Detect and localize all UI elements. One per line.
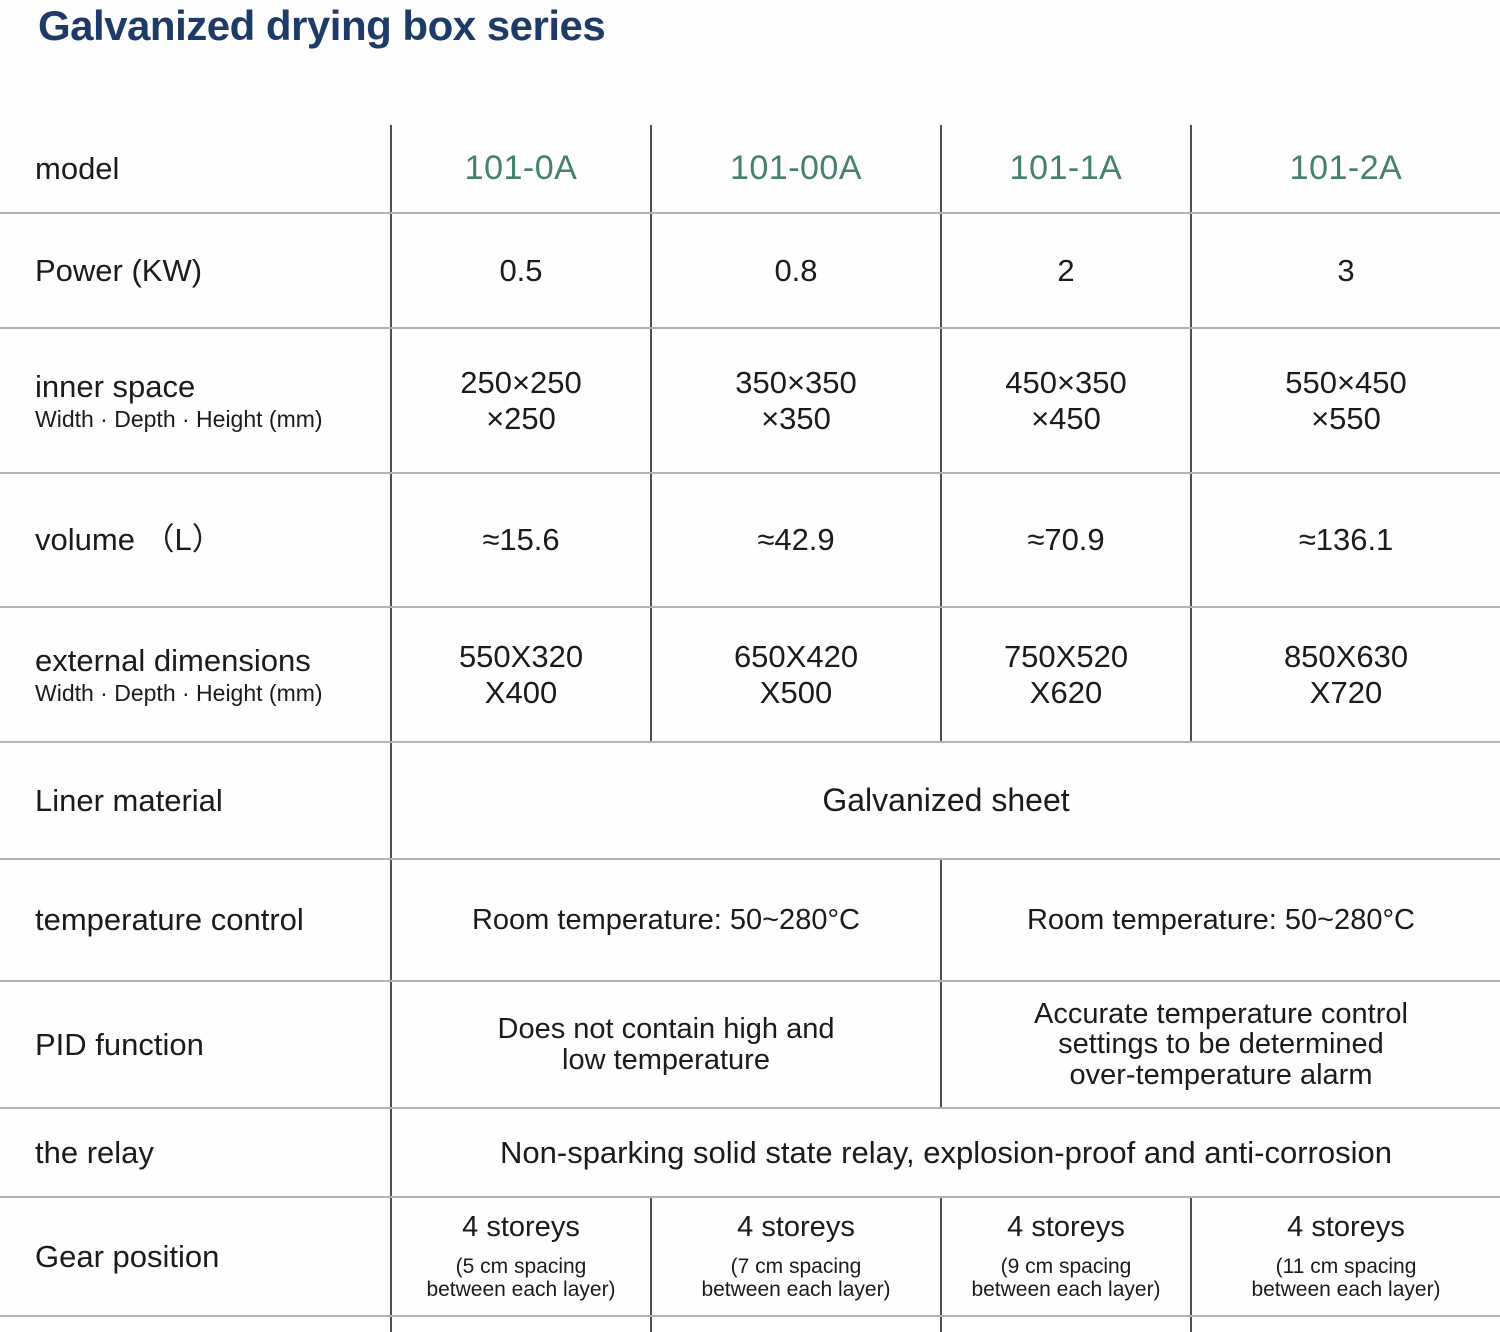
external-row-label: external dimensions Width · Depth · Heig… bbox=[0, 608, 390, 741]
external-value: 850X630 X720 bbox=[1190, 608, 1500, 741]
external-label-main: external dimensions bbox=[35, 643, 311, 679]
row-pid-function: PID function Does not contain high and l… bbox=[0, 980, 1500, 1107]
volume-value: ≈42.9 bbox=[650, 474, 940, 606]
volume-value: ≈136.1 bbox=[1190, 474, 1500, 606]
row-relay: the relay Non-sparking solid state relay… bbox=[0, 1107, 1500, 1196]
inner-space-label-sub: Width · Depth · Height (mm) bbox=[35, 405, 323, 432]
stub-cell bbox=[940, 1317, 1190, 1332]
gear-spacing: (9 cm spacing between each layer) bbox=[971, 1254, 1161, 1302]
stub-cell bbox=[1190, 1317, 1500, 1332]
gear-spacing: (7 cm spacing between each layer) bbox=[701, 1254, 891, 1302]
row-temperature-control: temperature control Room temperature: 50… bbox=[0, 858, 1500, 980]
inner-space-label-main: inner space bbox=[35, 369, 196, 405]
stub-cell bbox=[0, 1317, 390, 1332]
model-name-101-0A: 101-0A bbox=[390, 125, 650, 212]
model-name-101-2A: 101-2A bbox=[1190, 125, 1500, 212]
row-gear-position: Gear position 4 storeys (5 cm spacing be… bbox=[0, 1196, 1500, 1315]
power-value: 0.8 bbox=[650, 214, 940, 327]
relay-row-label: the relay bbox=[35, 1134, 154, 1170]
inner-space-row-label: inner space Width · Depth · Height (mm) bbox=[0, 329, 390, 472]
gear-value: 4 storeys (5 cm spacing between each lay… bbox=[390, 1198, 650, 1315]
gear-spacing: (11 cm spacing between each layer) bbox=[1251, 1254, 1441, 1302]
row-external-dimensions: external dimensions Width · Depth · Heig… bbox=[0, 606, 1500, 741]
temperature-value-right: Room temperature: 50~280°C bbox=[940, 860, 1500, 980]
external-value: 750X520 X620 bbox=[940, 608, 1190, 741]
pid-value-left: Does not contain high and low temperatur… bbox=[390, 982, 940, 1107]
gear-storeys: 4 storeys bbox=[737, 1211, 855, 1244]
gear-row-label: Gear position bbox=[35, 1238, 220, 1274]
liner-value: Galvanized sheet bbox=[390, 743, 1500, 858]
inner-space-value: 450×350 ×450 bbox=[940, 329, 1190, 472]
inner-space-value: 550×450 ×550 bbox=[1190, 329, 1500, 472]
stub-cell bbox=[390, 1317, 650, 1332]
gear-storeys: 4 storeys bbox=[1007, 1211, 1125, 1244]
temperature-value-left: Room temperature: 50~280°C bbox=[390, 860, 940, 980]
row-volume: volume （L） ≈15.6 ≈42.9 ≈70.9 ≈136.1 bbox=[0, 472, 1500, 606]
gear-storeys: 4 storeys bbox=[462, 1211, 580, 1244]
volume-value: ≈70.9 bbox=[940, 474, 1190, 606]
volume-row-label: volume （L） bbox=[35, 522, 223, 558]
row-model: model 101-0A 101-00A 101-1A 101-2A bbox=[0, 125, 1500, 212]
model-row-label: model bbox=[35, 150, 120, 186]
row-liner-material: Liner material Galvanized sheet bbox=[0, 741, 1500, 858]
pid-value-right: Accurate temperature control settings to… bbox=[940, 982, 1500, 1107]
pid-row-label: PID function bbox=[35, 1026, 204, 1062]
gear-value: 4 storeys (7 cm spacing between each lay… bbox=[650, 1198, 940, 1315]
gear-spacing: (5 cm spacing between each layer) bbox=[426, 1254, 616, 1302]
page-title: Galvanized drying box series bbox=[38, 2, 606, 49]
external-label-sub: Width · Depth · Height (mm) bbox=[35, 679, 323, 706]
relay-value: Non-sparking solid state relay, explosio… bbox=[390, 1109, 1500, 1196]
gear-value: 4 storeys (9 cm spacing between each lay… bbox=[940, 1198, 1190, 1315]
row-bottom-stub bbox=[0, 1315, 1500, 1332]
row-power: Power (KW) 0.5 0.8 2 3 bbox=[0, 212, 1500, 327]
volume-value: ≈15.6 bbox=[390, 474, 650, 606]
model-name-101-1A: 101-1A bbox=[940, 125, 1190, 212]
power-row-label: Power (KW) bbox=[35, 252, 203, 288]
model-name-101-00A: 101-00A bbox=[650, 125, 940, 212]
row-inner-space: inner space Width · Depth · Height (mm) … bbox=[0, 327, 1500, 472]
inner-space-value: 350×350 ×350 bbox=[650, 329, 940, 472]
power-value: 3 bbox=[1190, 214, 1500, 327]
external-value: 550X320 X400 bbox=[390, 608, 650, 741]
external-value: 650X420 X500 bbox=[650, 608, 940, 741]
gear-storeys: 4 storeys bbox=[1287, 1211, 1405, 1244]
temperature-row-label: temperature control bbox=[35, 902, 304, 938]
power-value: 0.5 bbox=[390, 214, 650, 327]
stub-cell bbox=[650, 1317, 940, 1332]
power-value: 2 bbox=[940, 214, 1190, 327]
gear-value: 4 storeys (11 cm spacing between each la… bbox=[1190, 1198, 1500, 1315]
spec-table: model 101-0A 101-00A 101-1A 101-2A Power… bbox=[0, 125, 1500, 1332]
liner-row-label: Liner material bbox=[35, 782, 223, 818]
inner-space-value: 250×250 ×250 bbox=[390, 329, 650, 472]
